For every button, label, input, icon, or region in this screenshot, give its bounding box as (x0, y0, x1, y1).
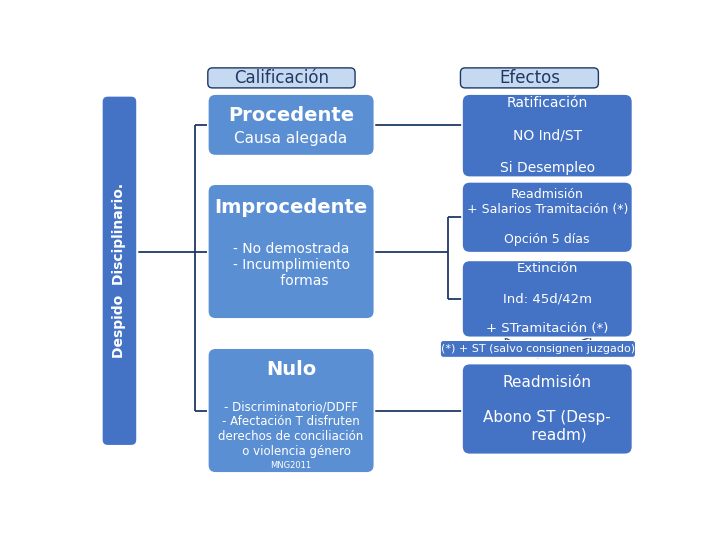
Text: Readmisión
+ Salarios Tramitación (*)

Opción 5 días: Readmisión + Salarios Tramitación (*) Op… (467, 188, 628, 246)
Text: Improcedente: Improcedente (215, 198, 368, 217)
Text: Extinción

Ind: 45d/42m

+ STramitación (*): Extinción Ind: 45d/42m + STramitación (*… (486, 262, 608, 335)
Text: Despido  Disciplinario.: Despido Disciplinario. (112, 183, 127, 358)
FancyBboxPatch shape (208, 184, 374, 319)
Text: Ratificación

NO Ind/ST

Si Desempleo: Ratificación NO Ind/ST Si Desempleo (500, 96, 595, 175)
Text: Calificación: Calificación (234, 69, 329, 87)
Text: Readmisión

Abono ST (Desp-
     readm): Readmisión Abono ST (Desp- readm) (483, 375, 611, 443)
FancyBboxPatch shape (208, 94, 374, 156)
Text: Procedente: Procedente (228, 106, 354, 125)
Text: Causa alegada: Causa alegada (235, 131, 348, 146)
Text: MNG2011: MNG2011 (271, 461, 312, 470)
FancyBboxPatch shape (462, 363, 632, 455)
FancyBboxPatch shape (208, 68, 355, 88)
Text: Nulo: Nulo (266, 360, 316, 379)
FancyBboxPatch shape (462, 94, 632, 177)
Text: (*) + ST (salvo consignen juzgado): (*) + ST (salvo consignen juzgado) (441, 344, 635, 354)
Text: - No demostrada
- Incumplimiento
      formas: - No demostrada - Incumplimiento formas (233, 242, 350, 288)
Text: Efectos: Efectos (499, 69, 560, 87)
FancyBboxPatch shape (441, 340, 636, 357)
FancyBboxPatch shape (462, 260, 632, 338)
FancyBboxPatch shape (208, 348, 374, 473)
FancyBboxPatch shape (102, 96, 138, 446)
Text: - Discriminatorio/DDFF
- Afectación T disfruten
derechos de conciliación
   o vi: - Discriminatorio/DDFF - Afectación T di… (218, 400, 364, 458)
FancyBboxPatch shape (461, 68, 598, 88)
FancyBboxPatch shape (462, 182, 632, 253)
